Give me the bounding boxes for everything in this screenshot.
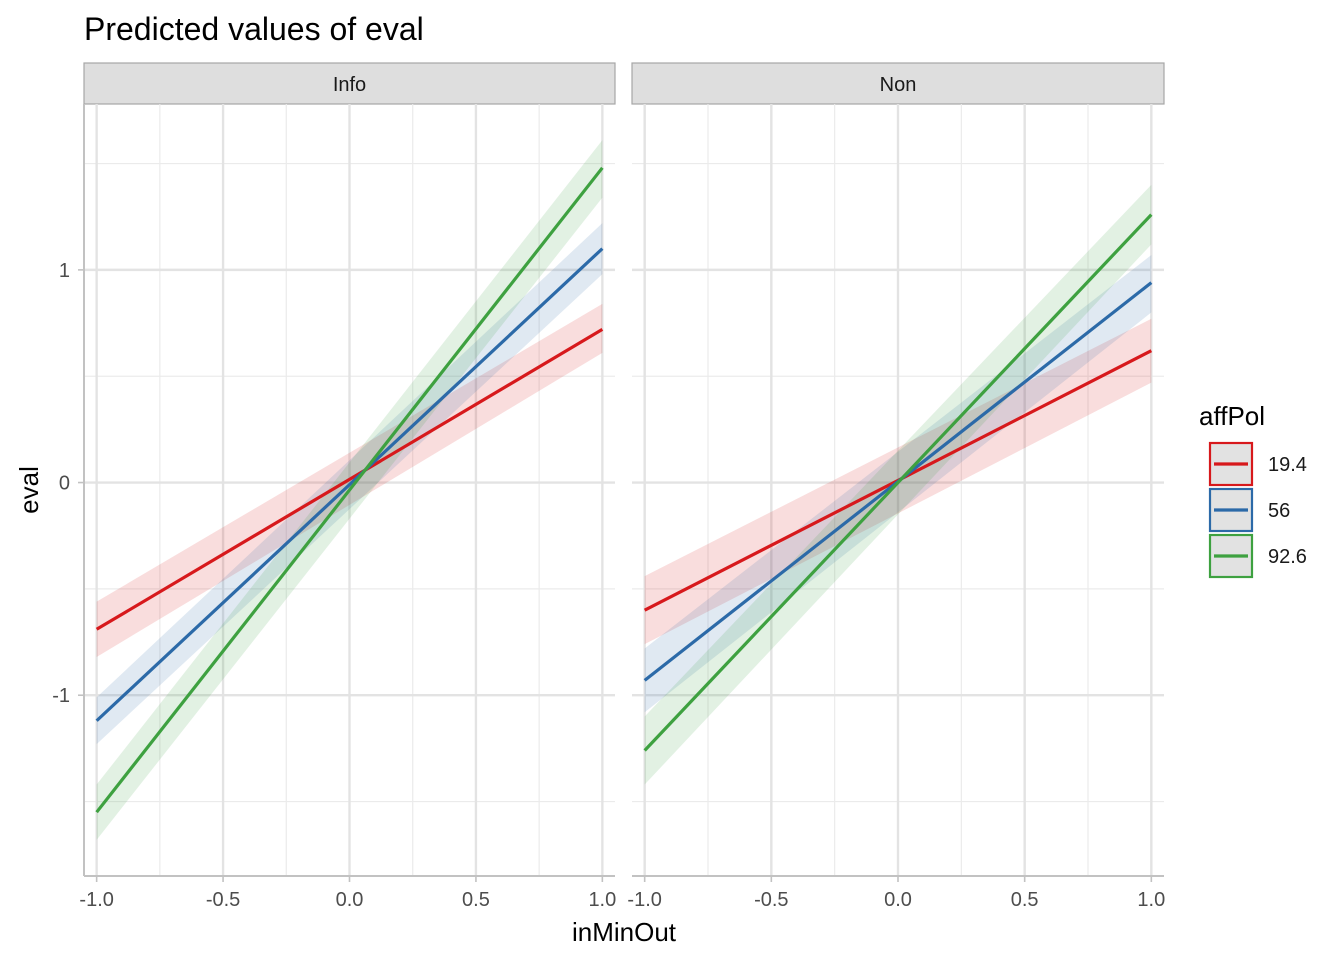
x-axis-title: inMinOut [572,917,677,947]
x-ticks-non: -1.0 -0.5 0.0 0.5 1.0 [627,876,1165,911]
facet-strip-info [83,62,616,105]
x-tick-label: 0.0 [884,889,912,911]
x-tick-label: 0.5 [462,889,490,911]
series-line-info-92.6 [95,166,604,814]
x-ticks-info: -1.0 -0.5 0.0 0.5 1.0 [79,876,616,911]
y-ticks-info: -1 0 1 [52,260,84,707]
facet-panel-non: Non -1.0 -0.5 0.0 0.5 1.0 [627,62,1165,911]
series-line-info-19.4 [95,328,604,631]
x-tick-label: -0.5 [754,889,788,911]
x-tick-label: -1.0 [79,889,113,911]
gridlines-non [632,104,1164,876]
y-tick-label: 1 [59,260,70,282]
series-lines-info [95,166,604,814]
x-tick-label: 1.0 [1137,889,1165,911]
y-tick-label: -1 [52,685,70,707]
facet-strip-non [631,62,1165,105]
legend-title: affPol [1199,401,1265,431]
series-lines-non [643,213,1153,752]
facet-strip-label-info: Info [333,74,366,96]
y-axis-title: eval [14,466,44,514]
facet-panel-info: Info -1.0 -0.5 0.0 0.5 1.0 -1 0 1 [52,62,616,911]
x-tick-label: -1.0 [627,889,661,911]
legend-label: 56 [1268,500,1290,522]
x-tick-label: 0.5 [1011,889,1039,911]
x-tick-label: 1.0 [588,889,616,911]
series-line-non-92.6 [643,213,1153,752]
legend-item-56: 56 [1208,487,1290,533]
legend-label: 92.6 [1268,546,1307,568]
legend-item-92.6: 92.6 [1208,533,1307,579]
series-line-info-56 [95,247,604,722]
x-tick-label: 0.0 [336,889,364,911]
facet-strip-label-non: Non [880,74,917,96]
y-tick-label: 0 [59,473,70,495]
legend-label: 19.4 [1268,454,1307,476]
legend: affPol 19.4 56 92.6 [1199,401,1307,579]
chart-title: Predicted values of eval [84,11,424,47]
legend-item-19.4: 19.4 [1208,441,1307,487]
x-tick-label: -0.5 [206,889,240,911]
